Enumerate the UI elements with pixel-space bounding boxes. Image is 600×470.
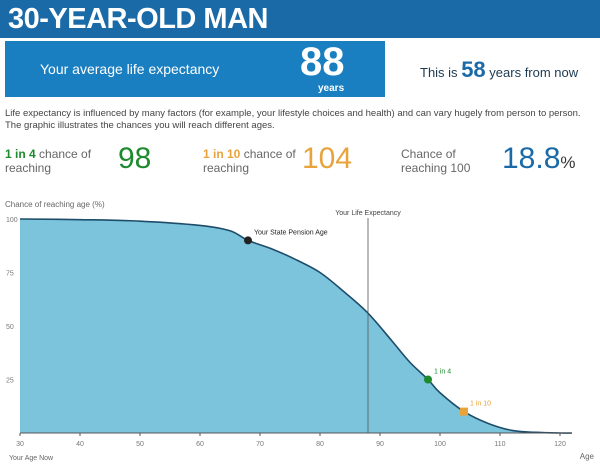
marker-1: [424, 375, 432, 384]
annotation-label: Your State Pension Age: [254, 229, 328, 236]
y-tick-label: 50: [6, 324, 14, 331]
stat-1-label: 1 in 4 chance of reaching: [5, 147, 92, 175]
x-tick-label: 50: [136, 441, 144, 448]
y-axis-label: Chance of reaching age (%): [5, 200, 105, 209]
annotation-label: 1 in 4: [434, 369, 451, 376]
stat-2-value: 104: [302, 142, 353, 175]
y-tick-label: 100: [6, 217, 18, 224]
x-start-label: Your Age Now: [9, 455, 54, 462]
x-tick-label: 80: [316, 441, 324, 448]
life-expectancy-value: 88: [300, 40, 345, 84]
annotation-label: 1 in 10: [470, 401, 491, 408]
years-from-now: This is 58 years from now: [420, 57, 579, 82]
x-tick-label: 100: [434, 441, 446, 448]
x-tick-label: 110: [494, 441, 505, 448]
y-tick-label: 25: [6, 378, 14, 385]
x-tick-label: 120: [554, 441, 566, 448]
page-title: 30-YEAR-OLD MAN: [8, 3, 268, 35]
stat-3-value: 18.8%: [502, 142, 576, 175]
y-tick-label: 75: [6, 271, 14, 278]
x-axis-label: Age: [580, 452, 595, 461]
life-expectancy-label: Your Life Expectancy: [335, 210, 401, 217]
x-tick-label: 30: [16, 441, 24, 448]
marker-0: [244, 236, 252, 245]
stat-1-value: 98: [118, 142, 152, 175]
x-tick-label: 40: [76, 441, 84, 448]
life-expectancy-unit: years: [318, 83, 345, 94]
stat-3-label: Chance of reaching 100: [401, 147, 471, 175]
life-expectancy-label: Your average life expectancy: [40, 61, 220, 77]
area-fill: [20, 219, 572, 434]
x-tick-label: 90: [376, 441, 384, 448]
marker-1-in-10: [460, 407, 468, 416]
life-expectancy-box: Your average life expectancy 88 years: [5, 41, 385, 97]
description: Life expectancy is influenced by many fa…: [5, 108, 581, 131]
x-tick-label: 60: [196, 441, 204, 448]
series-line: [19, 218, 573, 434]
header-bar: 30-YEAR-OLD MAN: [0, 0, 600, 38]
x-tick-label: 70: [256, 441, 264, 448]
stat-2-label: 1 in 10 chance of reaching: [203, 147, 296, 175]
